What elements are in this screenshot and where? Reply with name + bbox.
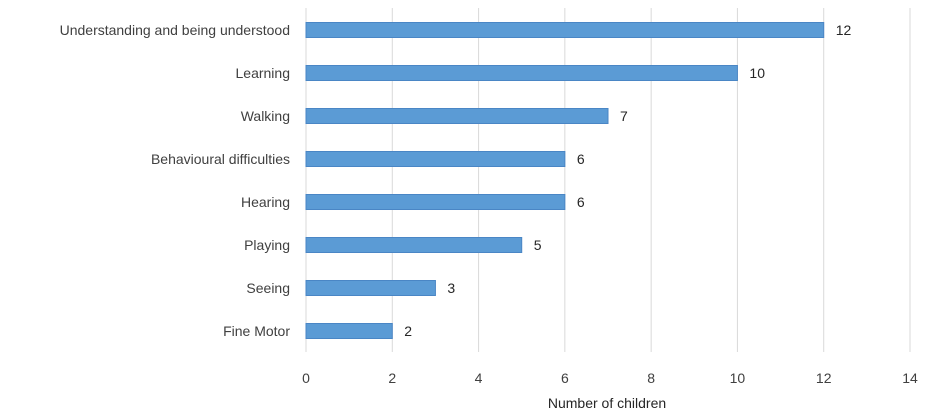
bar: [305, 108, 609, 124]
x-tick-label: 0: [302, 370, 310, 386]
bars: [305, 22, 825, 339]
value-label: 5: [534, 237, 542, 253]
bar: [305, 323, 393, 339]
gridlines: [305, 8, 911, 352]
value-label: 3: [447, 280, 455, 296]
x-tick-label: 4: [475, 370, 483, 386]
x-tick-label: 14: [902, 370, 918, 386]
value-label: 6: [577, 194, 585, 210]
x-axis-title: Number of children: [548, 395, 666, 411]
bar: [305, 65, 738, 81]
category-label: Hearing: [241, 194, 290, 210]
category-labels: Understanding and being understood Learni…: [60, 22, 291, 339]
x-tick-labels: 0 2 4 6 8 10 12 14: [302, 370, 918, 386]
bar: [305, 22, 825, 38]
x-tick-label: 6: [561, 370, 569, 386]
category-label: Fine Motor: [223, 323, 290, 339]
x-tick-label: 10: [730, 370, 746, 386]
x-tick-label: 2: [388, 370, 396, 386]
category-label: Behavioural difficulties: [151, 151, 290, 167]
value-label: 6: [577, 151, 585, 167]
bar: [305, 280, 436, 296]
value-label: 10: [749, 65, 765, 81]
category-label: Playing: [244, 237, 290, 253]
bar: [305, 151, 566, 167]
value-labels: 12 10 7 6 6 5 3 2: [404, 22, 851, 339]
value-label: 7: [620, 108, 628, 124]
category-label: Walking: [241, 108, 290, 124]
category-label: Learning: [236, 65, 291, 81]
value-label: 12: [836, 22, 852, 38]
category-label: Understanding and being understood: [60, 22, 290, 38]
bar: [305, 194, 566, 210]
value-label: 2: [404, 323, 412, 339]
x-tick-label: 12: [816, 370, 832, 386]
x-tick-label: 8: [647, 370, 655, 386]
category-label: Seeing: [246, 280, 290, 296]
bar: [305, 237, 523, 253]
